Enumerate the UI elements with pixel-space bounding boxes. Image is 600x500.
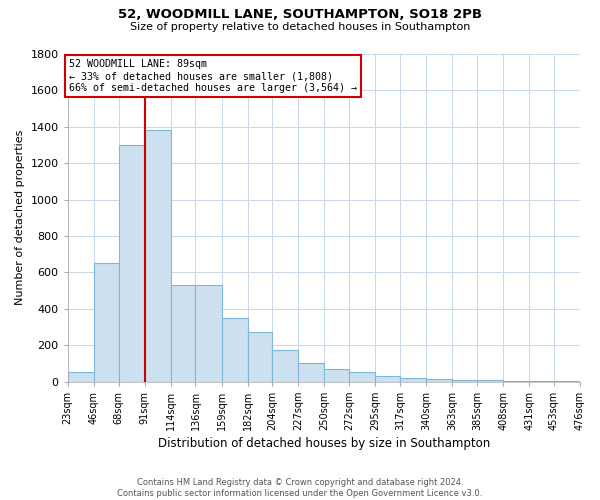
Bar <box>426 379 452 382</box>
Bar <box>119 145 145 382</box>
Bar <box>349 372 376 382</box>
Bar <box>376 376 400 382</box>
Text: Size of property relative to detached houses in Southampton: Size of property relative to detached ho… <box>130 22 470 32</box>
Text: 52 WOODMILL LANE: 89sqm
← 33% of detached houses are smaller (1,808)
66% of semi: 52 WOODMILL LANE: 89sqm ← 33% of detache… <box>69 60 357 92</box>
Bar <box>221 318 248 382</box>
X-axis label: Distribution of detached houses by size in Southampton: Distribution of detached houses by size … <box>158 437 490 450</box>
Bar <box>503 380 529 382</box>
Text: 52, WOODMILL LANE, SOUTHAMPTON, SO18 2PB: 52, WOODMILL LANE, SOUTHAMPTON, SO18 2PB <box>118 8 482 20</box>
Bar <box>452 380 477 382</box>
Bar <box>272 350 298 382</box>
Text: Contains HM Land Registry data © Crown copyright and database right 2024.
Contai: Contains HM Land Registry data © Crown c… <box>118 478 482 498</box>
Bar <box>298 364 325 382</box>
Bar <box>325 369 349 382</box>
Bar <box>400 378 426 382</box>
Bar <box>477 380 503 382</box>
Bar <box>145 130 170 382</box>
Y-axis label: Number of detached properties: Number of detached properties <box>15 130 25 306</box>
Bar <box>196 285 221 382</box>
Bar <box>68 372 94 382</box>
Bar <box>170 285 196 382</box>
Bar <box>94 264 119 382</box>
Bar <box>248 332 272 382</box>
Bar <box>529 381 554 382</box>
